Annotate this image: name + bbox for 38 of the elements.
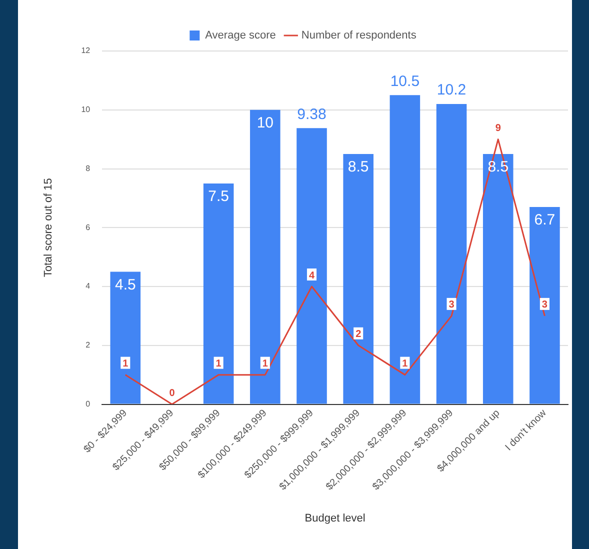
data-label: 10.2 xyxy=(436,82,466,99)
y-tick-label: 8 xyxy=(86,164,91,173)
bar xyxy=(250,110,280,404)
data-label: 7.5 xyxy=(208,188,230,206)
legend-label: Number of respondents xyxy=(301,30,417,42)
y-tick-label: 10 xyxy=(81,105,91,114)
bar xyxy=(296,128,327,404)
bar xyxy=(390,95,420,404)
data-label: 3 xyxy=(448,300,455,311)
data-label: 9 xyxy=(495,123,502,134)
data-label: 1 xyxy=(122,358,129,370)
data-label: 1 xyxy=(402,358,408,370)
bar xyxy=(343,154,374,404)
y-tick-label: 12 xyxy=(81,46,91,56)
data-label: 1 xyxy=(216,358,222,370)
data-label: 9.38 xyxy=(297,106,326,123)
data-label: 10 xyxy=(256,114,274,132)
data-label: 6.7 xyxy=(534,212,556,229)
data-label: 8.5 xyxy=(348,158,369,176)
data-label: 3 xyxy=(542,300,548,311)
data-label: 4 xyxy=(308,270,315,282)
data-label: 10.5 xyxy=(390,72,420,90)
x-axis-title: Budget level xyxy=(304,512,366,524)
data-label: 2 xyxy=(356,329,362,340)
bar xyxy=(203,183,234,404)
bar xyxy=(110,272,141,404)
data-label: 4.5 xyxy=(114,276,136,294)
y-tick-label: 0 xyxy=(86,399,91,408)
bar xyxy=(436,104,467,404)
bar xyxy=(482,154,514,404)
y-tick-label: 6 xyxy=(86,222,91,232)
data-label: 1 xyxy=(262,358,268,370)
y-tick-label: 4 xyxy=(86,282,91,291)
legend-label: Average score xyxy=(205,30,276,42)
data-label: 0 xyxy=(169,388,176,399)
y-axis-title: Total score out of 15 xyxy=(42,178,55,278)
y-tick-label: 2 xyxy=(86,340,91,350)
bar xyxy=(530,207,560,404)
